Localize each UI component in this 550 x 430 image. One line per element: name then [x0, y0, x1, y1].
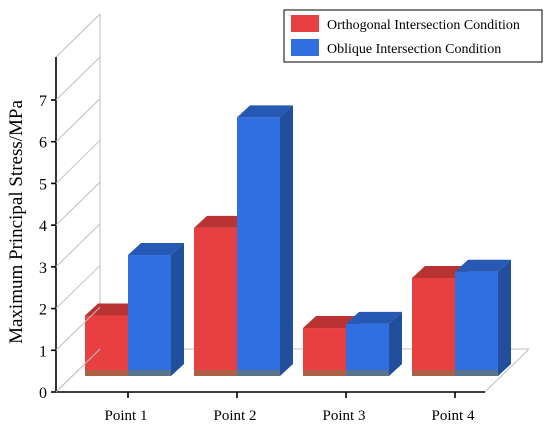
- bar-top-point-4-orthogonal: [412, 265, 468, 278]
- y-tick-label-2: 2: [39, 302, 47, 319]
- bar-side-point-1-oblique: [171, 243, 184, 376]
- x-tick-label-3: Point 3: [323, 408, 366, 424]
- x-tick-label-4: Point 4: [432, 408, 475, 424]
- bar-top-point-1-orthogonal: [85, 303, 141, 316]
- bar-base-point-3-oblique: [346, 370, 389, 376]
- bar-front-point-2-orthogonal: [194, 227, 237, 376]
- bar-front-point-1-oblique: [128, 255, 171, 376]
- y-grid-diagonal-6: [55, 98, 101, 143]
- bar-side-point-4-oblique: [498, 259, 511, 376]
- bar-base-point-4-orthogonal: [412, 370, 455, 376]
- y-grid-diagonal-3: [55, 223, 101, 268]
- legend-label-orthogonal: Orthogonal Intersection Condition: [327, 18, 520, 33]
- legend: Orthogonal Intersection Condition Obliqu…: [283, 9, 543, 63]
- bar-base-point-1-oblique: [128, 370, 171, 376]
- y-tick-label-0: 0: [39, 385, 47, 402]
- x-tick-label-1: Point 1: [105, 408, 148, 424]
- bar-base-point-2-oblique: [237, 370, 280, 376]
- axes-layer: 0 1 2 3 4 5 6 7 Point 1 Point 2 Point 3 Point 4: [39, 56, 485, 424]
- y-tick-label-6: 6: [39, 135, 47, 152]
- legend-swatch-orthogonal: [291, 15, 319, 32]
- wall-top-edge: [55, 13, 101, 58]
- bar-front-point-4-orthogonal: [412, 277, 455, 376]
- y-grid-diagonal-2: [55, 265, 101, 309]
- bar-base-point-2-orthogonal: [194, 370, 237, 376]
- bar-side-point-3-oblique: [389, 311, 402, 376]
- bar-side-point-2-oblique: [280, 105, 293, 376]
- bars-layer: [85, 105, 511, 376]
- floor-right-edge: [484, 348, 530, 393]
- y-grid-diagonal-5: [55, 140, 101, 184]
- y-grid-diagonal-4: [55, 181, 101, 226]
- legend-label-oblique: Oblique Intersection Condition: [327, 42, 501, 57]
- y-grid-diagonal-1: [55, 306, 101, 351]
- bar-front-point-1-orthogonal: [85, 315, 128, 376]
- bar-base-point-3-orthogonal: [303, 370, 346, 376]
- x-tick-label-2: Point 2: [214, 408, 257, 424]
- bar-top-point-2-oblique: [237, 105, 293, 118]
- bar-top-point-1-oblique: [128, 243, 184, 256]
- y-grid-diagonal-7: [55, 56, 101, 101]
- y-tick-label-7: 7: [39, 93, 47, 110]
- legend-swatch-oblique: [291, 39, 319, 56]
- bar-top-point-3-orthogonal: [303, 316, 359, 329]
- bar-top-point-4-oblique: [455, 259, 511, 272]
- bar-top-point-3-oblique: [346, 311, 402, 324]
- y-tick-label-1: 1: [39, 343, 47, 360]
- y-tick-label-3: 3: [39, 260, 47, 277]
- bar-base-point-1-orthogonal: [85, 370, 128, 376]
- y-tick-label-5: 5: [39, 176, 47, 193]
- bar-front-point-3-oblique: [346, 323, 389, 376]
- bar-front-point-2-oblique: [237, 117, 280, 376]
- bar-front-point-3-orthogonal: [303, 328, 346, 376]
- y-grid-diagonal-0: [55, 348, 101, 393]
- y-tick-label-4: 4: [39, 218, 47, 235]
- bar-front-point-4-oblique: [455, 271, 498, 376]
- legend-box: [283, 9, 543, 63]
- y-axis-label: Maximum Principal Stress/MPa: [6, 100, 27, 344]
- bar-base-point-4-oblique: [455, 370, 498, 376]
- bar-top-point-2-orthogonal: [194, 215, 250, 228]
